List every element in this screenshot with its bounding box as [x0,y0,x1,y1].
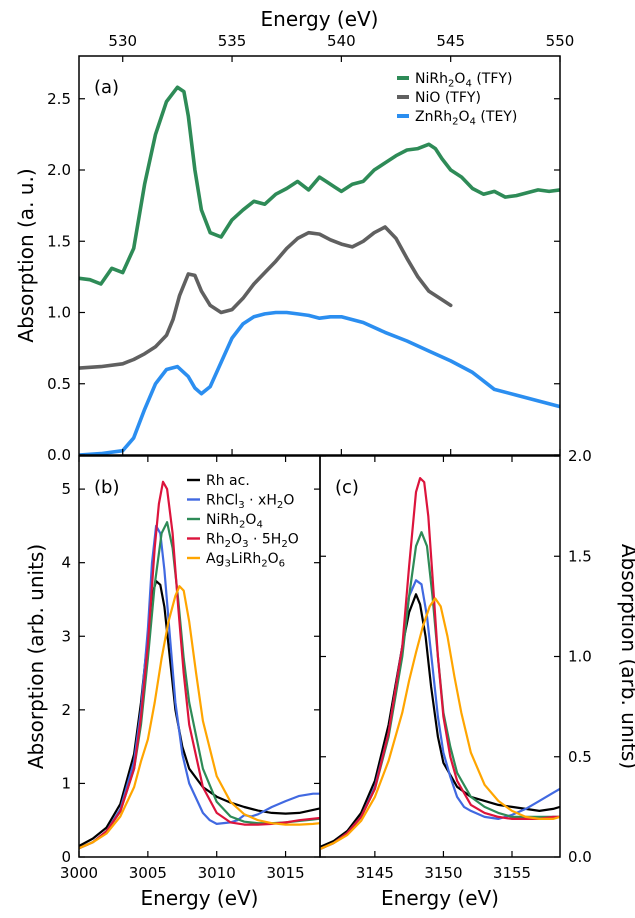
x-tick-label: 3005 [129,864,167,882]
axes-frame [78,455,321,858]
series-line-2 [79,310,560,455]
y-axis-label: Absorption (arb. units) [24,544,48,769]
axes-frame [78,55,561,456]
legend-label: ZnRh2​O4​ (TEY) [415,109,517,128]
series-line-1 [320,579,560,851]
series-line-4 [79,585,320,850]
x-tick-label: 550 [546,32,575,50]
y-axis-label: Absorption (a. u.) [14,168,38,342]
x-axis-label: Energy (eV) [141,886,259,910]
y-tick-label: 2.0 [568,447,592,465]
x-tick-label: 535 [218,32,247,50]
panel-c: 3145 3150 3155 0.0 0.5 1.0 1.5 2.0 Energy (eV) Ab… [319,447,635,910]
series-line-3 [79,480,320,850]
y-tick-label: 5 [61,480,71,498]
curves [320,477,560,851]
y-tick-label: 1.0 [47,304,71,322]
panel-a: 530 535 540 545 550 0.0 0.5 1.0 1.5 2.0 2.5 Energy … [14,7,574,464]
x-tick-label: 3155 [493,864,531,882]
series-line-4 [320,597,560,851]
x-tick-label: 3015 [266,864,304,882]
series-line-3 [320,477,560,851]
legend: NiRh2​O4​ (TFY)NiO (TFY) ZnRh2​O4​ (TEY) [397,71,517,128]
curves [79,85,560,455]
x-tick-label: 545 [436,32,465,50]
legend-label: Ag3​LiRh2​O6​ [206,551,285,570]
y-tick-label: 0.5 [47,375,71,393]
series-line-1 [79,225,453,370]
series-line-2 [79,521,320,850]
y-tick-label: 1.5 [568,547,592,565]
y-tick-label: 3 [61,627,71,645]
y-tick-label: 2.5 [47,90,71,108]
y-tick-label: 1 [61,774,71,792]
series-line-0 [79,85,560,286]
x-tick-label: 3150 [424,864,462,882]
y-axis-label: Absorption (arb. units) [617,544,635,769]
y-tick-label: 0.0 [568,848,592,866]
y-tick-label: 0.0 [47,446,71,464]
legend-label: Rh ac. [206,473,250,489]
y-tick-label: 2 [61,701,71,719]
x-tick-label: 530 [108,32,137,50]
legend-label: NiO (TFY) [415,90,481,106]
series-line-1 [79,524,320,850]
x-axis-label: Energy (eV) [381,886,499,910]
x-tick-label: 3010 [198,864,236,882]
panel-label: (a) [94,77,119,98]
y-tick-label: 0.5 [568,748,592,766]
panel-b: 3000 3005 3010 3015 0 1 2 3 4 5 Energy (eV) Absorpt… [24,455,321,910]
y-tick-label: 1.5 [47,232,71,250]
y-tick-label: 1.0 [568,648,592,666]
legend-label: Rh2​O3​ · 5H2​O [206,532,299,551]
x-tick-label: 540 [327,32,356,50]
legend-label: NiRh2​O4​ [206,512,263,531]
axes-frame [319,455,561,858]
curves [79,480,320,850]
panel-label: (c) [335,477,359,498]
y-tick-label: 0 [61,848,71,866]
legend-label: RhCl3​ · xH2​O [206,493,294,512]
x-axis-label: Energy (eV) [261,7,379,31]
y-tick-label: 4 [61,554,71,572]
x-tick-label: 3000 [60,864,98,882]
legend-label: NiRh2​O4​ (TFY) [415,71,512,90]
y-tick-label: 2.0 [47,161,71,179]
panel-label: (b) [94,477,119,498]
x-tick-label: 3145 [356,864,394,882]
series-line-0 [320,593,560,849]
